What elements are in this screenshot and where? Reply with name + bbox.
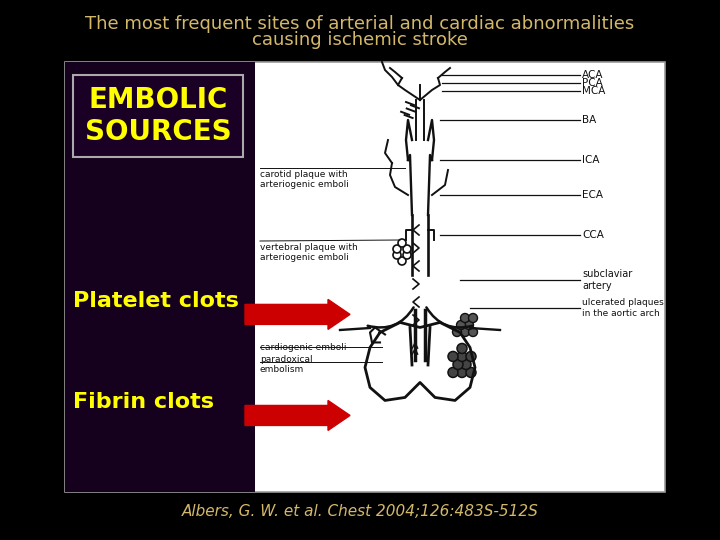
Text: cardiogenic emboli: cardiogenic emboli [260, 343, 346, 352]
Text: PCA: PCA [582, 78, 603, 88]
Circle shape [448, 367, 458, 377]
Circle shape [398, 239, 406, 247]
Circle shape [466, 352, 476, 361]
Text: ECA: ECA [582, 190, 603, 200]
Text: subclaviar
artery: subclaviar artery [582, 269, 632, 291]
Circle shape [456, 321, 466, 329]
Circle shape [398, 257, 406, 265]
Circle shape [403, 245, 411, 253]
Circle shape [448, 352, 458, 361]
Text: carotid plaque with
arteriogenic emboli: carotid plaque with arteriogenic emboli [260, 170, 349, 190]
Text: BA: BA [582, 115, 596, 125]
Circle shape [452, 327, 462, 336]
Circle shape [461, 327, 469, 336]
Text: MCA: MCA [582, 86, 606, 96]
FancyArrow shape [245, 401, 350, 430]
Text: Fibrin clots: Fibrin clots [73, 393, 214, 413]
Circle shape [393, 245, 401, 253]
Circle shape [457, 367, 467, 377]
Text: paradoxical
embolism: paradoxical embolism [260, 355, 312, 374]
Bar [73, 75, 243, 157]
Circle shape [466, 367, 476, 377]
Text: causing ischemic stroke: causing ischemic stroke [252, 31, 468, 49]
Circle shape [461, 360, 471, 369]
Bar [65, 62, 665, 492]
Circle shape [393, 251, 401, 259]
Circle shape [403, 251, 411, 259]
Text: vertebral plaque with
arteriogenic emboli: vertebral plaque with arteriogenic embol… [260, 243, 358, 262]
Text: CCA: CCA [582, 230, 604, 240]
Text: EMBOLIC
SOURCES: EMBOLIC SOURCES [85, 86, 231, 146]
Circle shape [461, 314, 469, 322]
Circle shape [457, 343, 467, 354]
Text: ulcerated plaques
in the aortic arch: ulcerated plaques in the aortic arch [582, 298, 664, 318]
Text: ICA: ICA [582, 155, 600, 165]
Circle shape [453, 360, 463, 369]
Circle shape [469, 314, 477, 322]
Circle shape [464, 321, 474, 329]
Text: Albers, G. W. et al. Chest 2004;126:483S-512S: Albers, G. W. et al. Chest 2004;126:483S… [181, 504, 539, 519]
Text: ACA: ACA [582, 70, 603, 80]
Text: Platelet clots: Platelet clots [73, 292, 239, 312]
Circle shape [457, 352, 467, 361]
Bar [65, 62, 255, 492]
Circle shape [469, 327, 477, 336]
FancyArrow shape [245, 299, 350, 329]
Text: The most frequent sites of arterial and cardiac abnormalities: The most frequent sites of arterial and … [86, 15, 634, 33]
